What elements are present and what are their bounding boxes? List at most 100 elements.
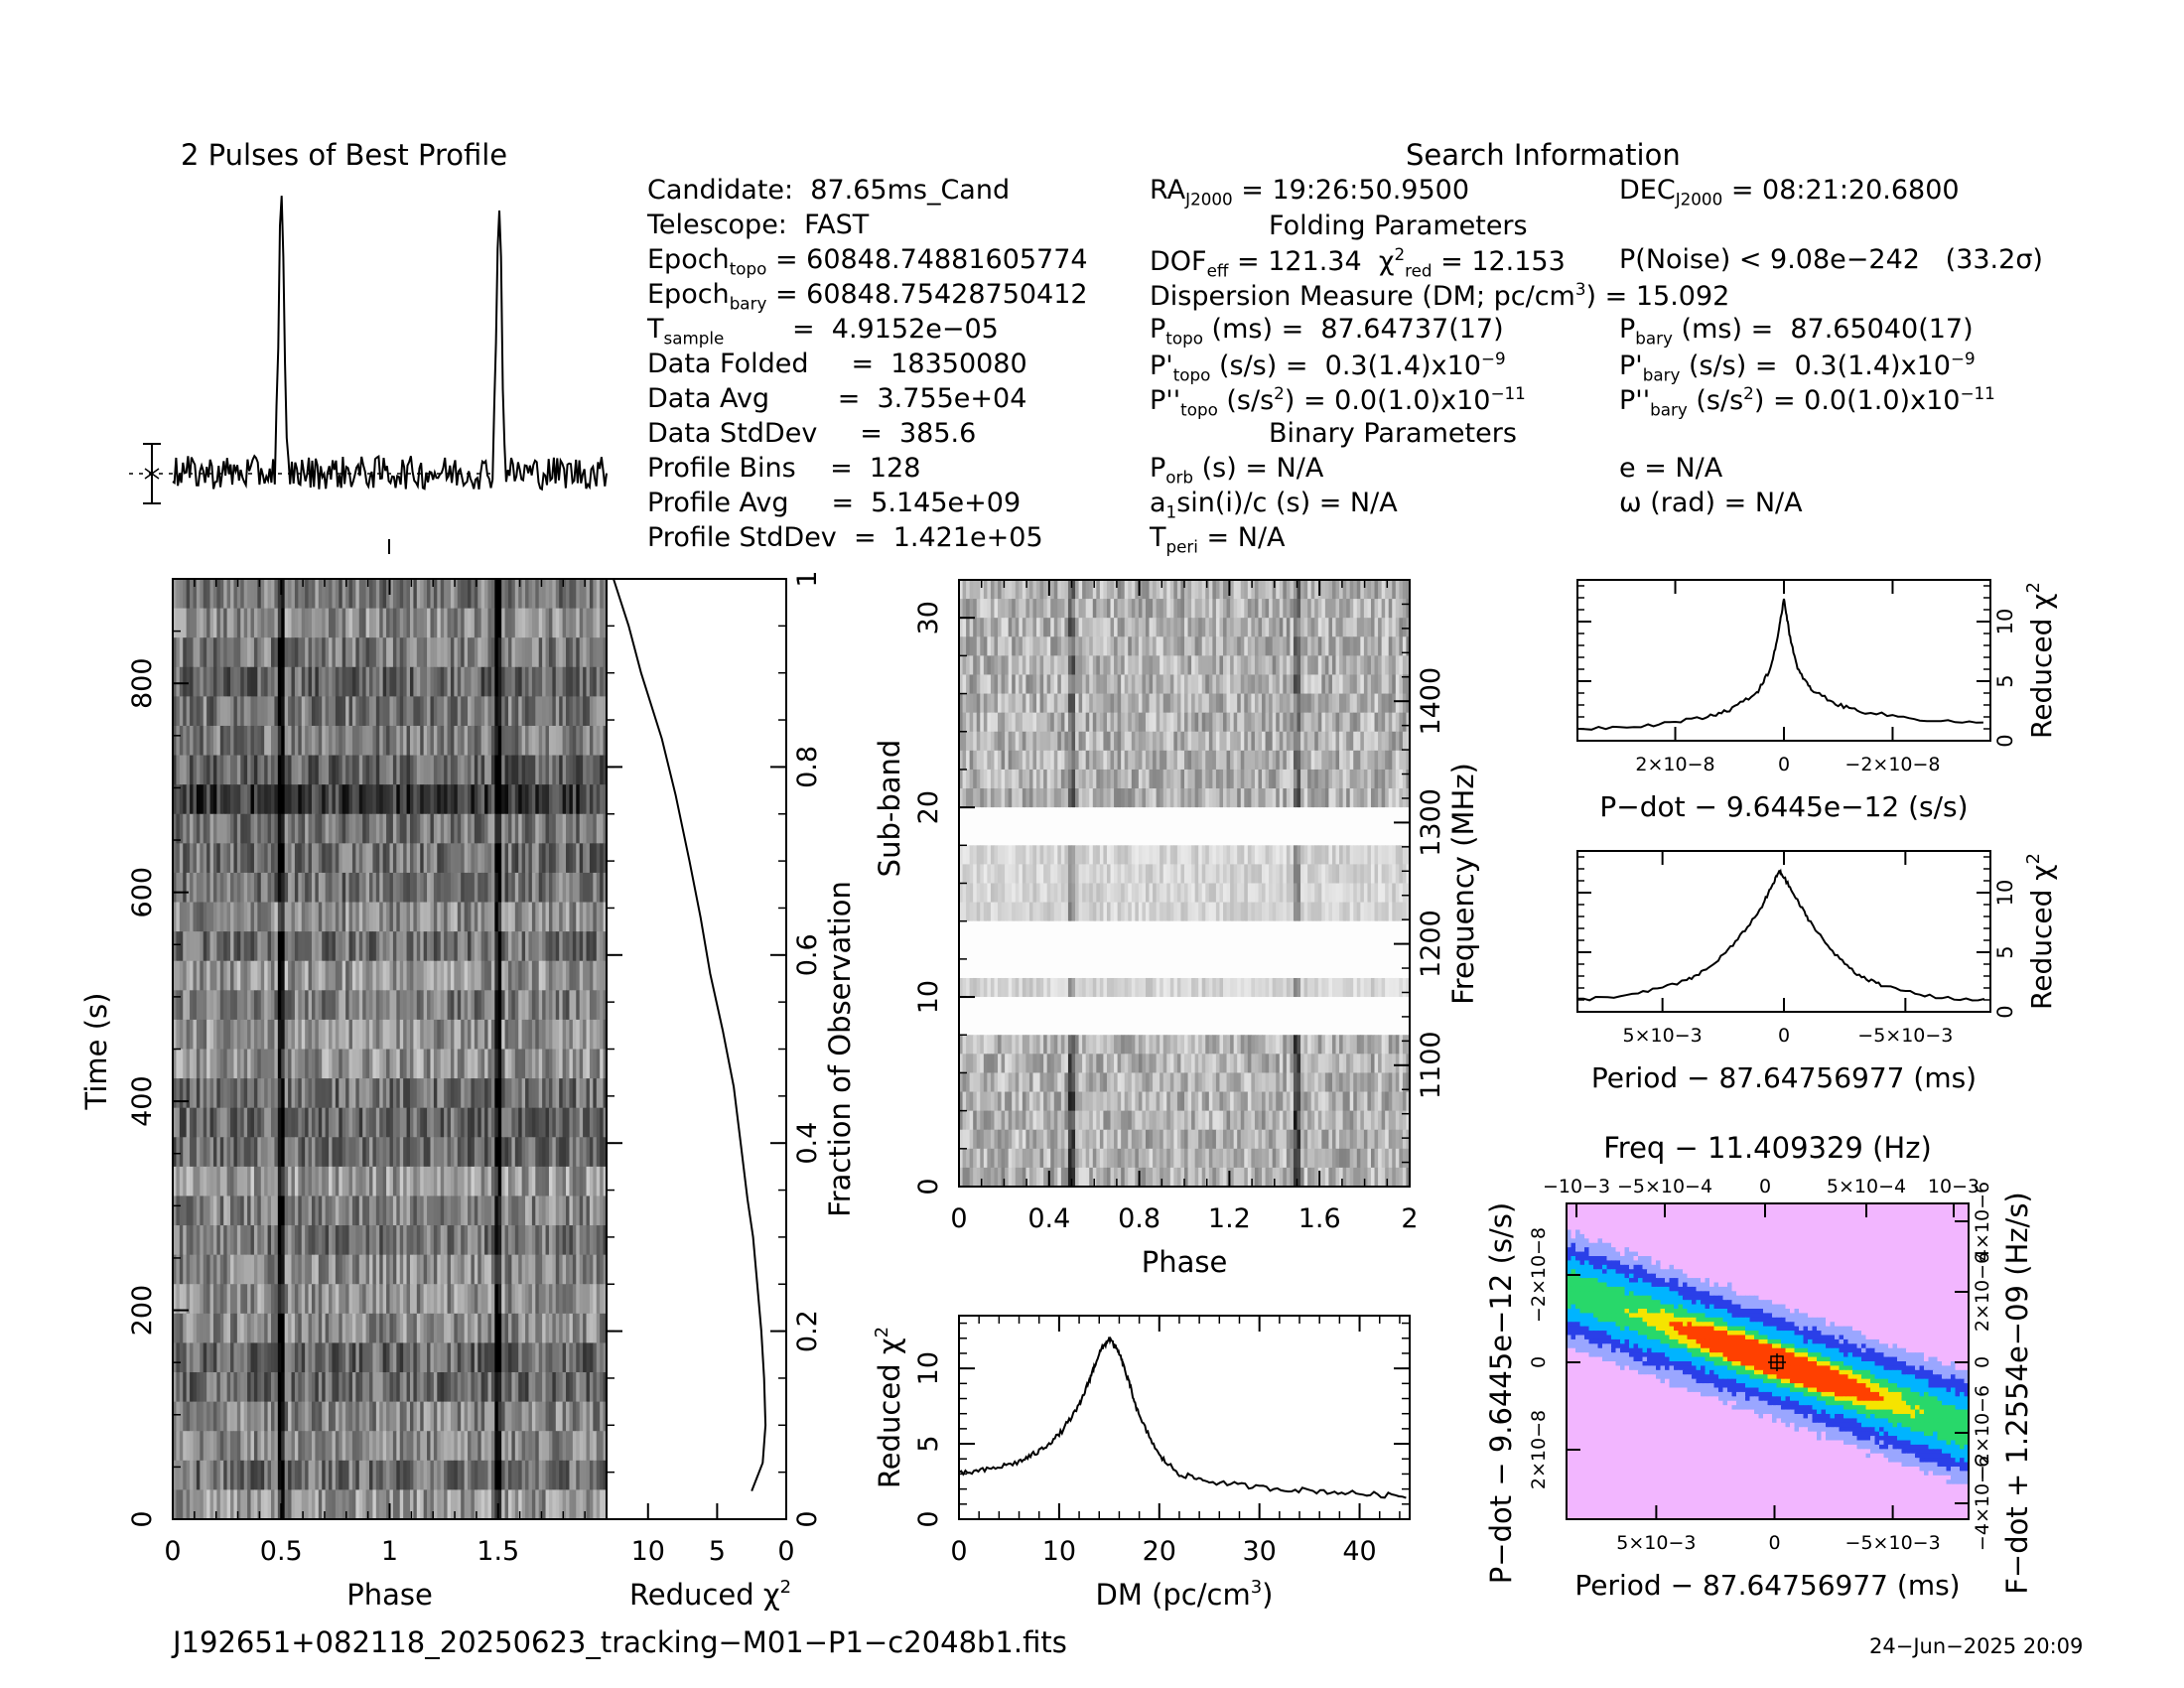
time-phase-cell: [351, 1137, 356, 1168]
time-phase-cell: [386, 1431, 391, 1462]
subband-cell: [1117, 636, 1122, 656]
time-phase-cell: [206, 1372, 211, 1403]
time-phase-cell: [351, 1254, 356, 1285]
time-phase-cell: [389, 696, 394, 727]
time-phase-cell: [348, 666, 353, 697]
time-phase-cell: [339, 1196, 343, 1226]
time-phase-cell: [420, 1225, 425, 1256]
time-phase-cell: [318, 1460, 323, 1490]
subband-cell: [1272, 618, 1277, 637]
time-phase-cell: [566, 1342, 571, 1373]
time-phase-cell: [298, 960, 303, 991]
time-phase-cell: [274, 1196, 279, 1226]
time-phase-cell: [329, 990, 334, 1021]
time-phase-cell: [351, 1225, 356, 1256]
time-phase-cell: [250, 960, 255, 991]
time-phase-cell: [525, 1107, 530, 1138]
time-phase-cell: [596, 990, 601, 1021]
time-phase-cell: [179, 1137, 184, 1168]
time-phase-cell: [457, 990, 462, 1021]
time-phase-cell: [430, 579, 435, 610]
time-phase-cell: [430, 1049, 435, 1079]
time-phase-cell: [437, 784, 442, 815]
time-phase-cell: [603, 1431, 608, 1462]
time-phase-cell: [291, 1460, 296, 1490]
time-phase-cell: [247, 1342, 252, 1373]
time-phase-cell: [507, 1401, 512, 1432]
time-phase-cell: [490, 1460, 495, 1490]
time-phase-cell: [555, 755, 560, 785]
time-phase-cell: [250, 1460, 255, 1490]
time-phase-cell: [497, 608, 502, 638]
subband-cell: [1110, 580, 1115, 600]
time-phase-cell: [305, 813, 310, 844]
time-phase-cell: [375, 579, 380, 610]
time-phase-cell: [311, 843, 316, 874]
time-phase-cell: [284, 813, 289, 844]
time-phase-cell: [471, 1284, 476, 1315]
time-phase-cell: [308, 1137, 313, 1168]
time-phase-cell: [291, 1137, 296, 1168]
time-phase-cell: [322, 1284, 327, 1315]
time-phase-cell: [552, 902, 557, 932]
time-phase-cell: [308, 1166, 313, 1197]
subband-cell: [1219, 618, 1224, 637]
time-phase-cell: [257, 755, 262, 785]
time-phase-cell: [603, 1284, 608, 1315]
time-phase-cell: [196, 1313, 201, 1344]
time-phase-cell: [247, 1196, 252, 1226]
time-phase-cell: [203, 1489, 207, 1520]
time-phase-cell: [315, 1254, 320, 1285]
time-phase-cell: [396, 1078, 401, 1109]
subband-cell: [1124, 599, 1129, 619]
subband-cell: [1099, 618, 1105, 637]
time-phase-cell: [173, 990, 178, 1021]
time-phase-cell: [329, 784, 334, 815]
time-phase-ytick-label: 0: [127, 1510, 158, 1527]
time-phase-cell: [379, 1489, 384, 1520]
time-phase-cell: [392, 1254, 397, 1285]
subband-cell: [1114, 580, 1119, 600]
time-phase-cell: [531, 579, 536, 610]
time-phase-cell: [468, 1313, 473, 1344]
time-phase-cell: [403, 1107, 408, 1138]
time-phase-cell: [457, 1254, 462, 1285]
time-phase-cell: [464, 1342, 469, 1373]
time-phase-cell: [233, 579, 238, 610]
time-phase-cell: [542, 1225, 547, 1256]
subband-cell: [1064, 655, 1069, 676]
time-phase-cell: [325, 960, 330, 991]
time-phase-cell: [501, 872, 506, 904]
subband-cell: [1187, 674, 1192, 695]
time-phase-cell: [250, 608, 255, 638]
subband-cell: [1392, 580, 1397, 600]
time-phase-cell: [518, 872, 523, 904]
time-phase-cell: [348, 1460, 353, 1490]
time-phase-cell: [382, 960, 387, 991]
time-phase-cell: [542, 843, 547, 874]
subband-cell: [1078, 636, 1083, 656]
time-phase-cell: [230, 902, 235, 932]
subband-cell: [1262, 655, 1267, 676]
subband-cell: [990, 655, 996, 676]
time-phase-cell: [209, 1137, 214, 1168]
time-phase-cell: [392, 1196, 397, 1226]
time-phase-cell: [372, 666, 377, 697]
time-phase-cell: [375, 1107, 380, 1138]
subband-cell: [959, 580, 964, 600]
time-phase-cell: [427, 1342, 432, 1373]
time-phase-cell: [335, 1078, 340, 1109]
time-phase-cell: [284, 1137, 289, 1168]
subband-cell: [1160, 655, 1164, 676]
time-phase-cell: [294, 784, 299, 815]
time-phase-cell: [216, 1254, 221, 1285]
subband-cell: [980, 674, 985, 695]
time-phase-cell: [281, 1489, 286, 1520]
time-phase-cell: [423, 813, 428, 844]
subband-cell: [1240, 655, 1245, 676]
time-phase-cell: [507, 666, 512, 697]
subband-cell: [1121, 618, 1126, 637]
time-phase-cell: [288, 931, 293, 962]
subband-cell: [1208, 636, 1213, 656]
time-phase-cell: [209, 1019, 214, 1051]
